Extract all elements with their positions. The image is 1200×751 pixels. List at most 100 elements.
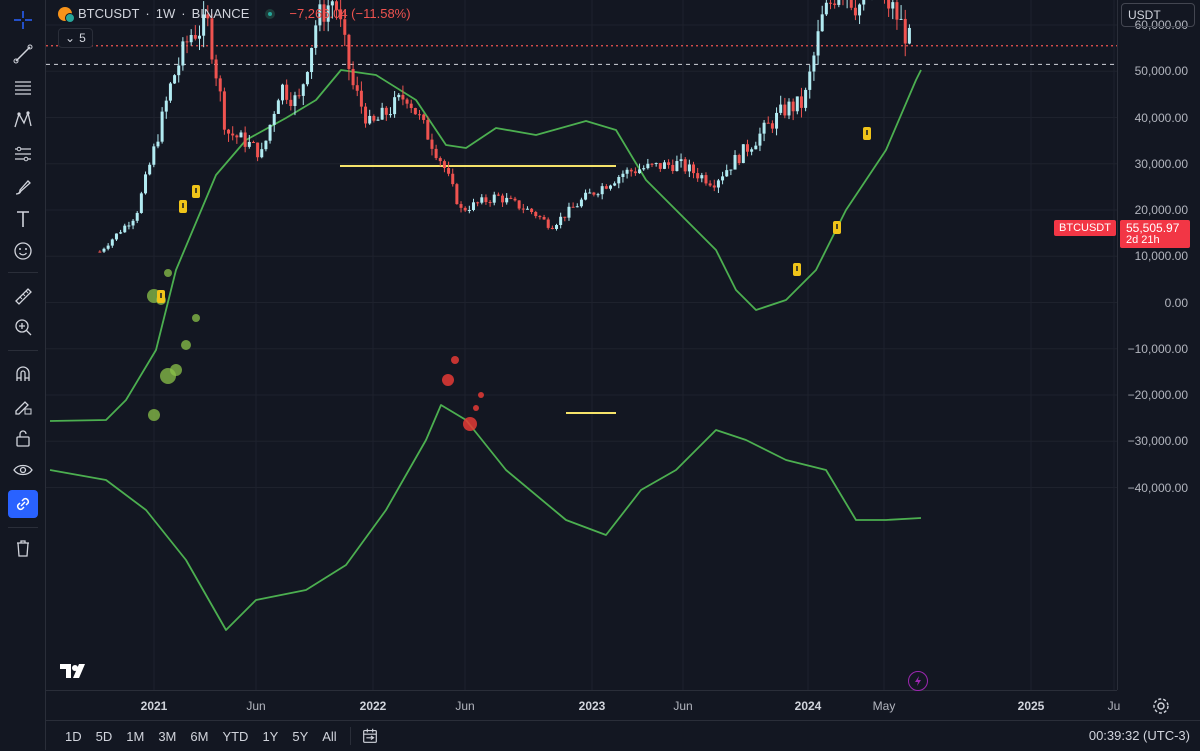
measure-tools-icon[interactable] <box>8 140 38 168</box>
trash-icon[interactable] <box>8 534 38 562</box>
candle-up <box>758 133 762 146</box>
candle-up <box>721 176 725 181</box>
gear-icon[interactable] <box>1151 696 1171 716</box>
symbol-name[interactable]: BTCUSDT <box>78 6 140 21</box>
range-button-1m[interactable]: 1M <box>126 728 145 744</box>
candle-up <box>471 202 475 211</box>
candle-up <box>754 145 758 150</box>
candle-down <box>550 227 554 229</box>
symbol-legend[interactable]: BTCUSDT · 1W · BINANCE −7,266.04 (−11.58… <box>58 6 411 23</box>
time-axis[interactable]: 2021 Jun 2022 Jun 2023 Jun 2024 May 2025 Ju <box>46 690 1120 721</box>
candle-up <box>388 114 392 116</box>
clock[interactable]: 00:39:32 (UTC-3) <box>1088 728 1190 743</box>
candle-down <box>231 133 235 136</box>
candle-up <box>260 149 264 158</box>
candle-down <box>459 204 463 208</box>
candle-down <box>833 3 837 5</box>
text-icon[interactable] <box>8 205 38 233</box>
pattern-icon[interactable] <box>8 106 38 134</box>
candle-down <box>571 206 575 208</box>
candle-up <box>725 170 729 177</box>
bitcoin-icon <box>58 6 75 23</box>
last-price-value: 55,505.97 <box>1126 221 1180 235</box>
lock-icon[interactable] <box>8 424 38 452</box>
eye-icon[interactable] <box>8 456 38 484</box>
candle-down <box>791 101 795 112</box>
market-status-icon[interactable] <box>265 8 276 19</box>
candle-down <box>667 162 671 165</box>
candlestick-chart[interactable] <box>46 0 1117 690</box>
candle-up <box>293 95 297 107</box>
flash-icon[interactable] <box>908 671 928 691</box>
crosshair-icon[interactable] <box>8 6 38 34</box>
candle-up <box>160 111 164 142</box>
candle-down <box>633 171 637 174</box>
signal-bubble-green <box>181 340 191 350</box>
candle-up <box>862 0 866 5</box>
candle-up <box>899 18 903 20</box>
candle-up <box>168 83 172 101</box>
candle-up <box>135 212 139 221</box>
candle-up <box>281 84 285 101</box>
range-button-all[interactable]: All <box>322 728 337 744</box>
candle-down <box>708 183 712 186</box>
candle-down <box>829 2 833 4</box>
candle-up <box>181 41 185 66</box>
time-label: Jun <box>246 699 266 713</box>
candle-up <box>173 75 177 84</box>
range-button-6m[interactable]: 6M <box>190 728 209 744</box>
candle-down <box>222 91 226 130</box>
candle-up <box>662 162 666 169</box>
signal-bubble-red <box>451 356 459 364</box>
magnet-icon[interactable] <box>8 360 38 388</box>
candle-down <box>297 95 301 97</box>
candle-up <box>505 197 509 203</box>
candle-down <box>563 216 567 218</box>
range-button-5d[interactable]: 5D <box>95 728 113 744</box>
time-label: Jun <box>455 699 475 713</box>
range-button-1y[interactable]: 1Y <box>262 728 279 744</box>
time-label: 2025 <box>1017 699 1045 713</box>
lock-drawing-icon[interactable] <box>8 392 38 420</box>
price-axis[interactable]: 90,000.0080,000.0070,000.0060,000.0050,0… <box>1117 0 1200 690</box>
tradingview-logo[interactable] <box>60 662 90 680</box>
candle-down <box>430 139 434 149</box>
candle-down <box>496 194 500 196</box>
range-button-ytd[interactable]: YTD <box>222 728 249 744</box>
range-button-3m[interactable]: 3M <box>158 728 177 744</box>
candle-up <box>393 97 397 115</box>
emoji-icon[interactable] <box>8 237 38 265</box>
link-icon[interactable] <box>8 490 38 518</box>
candle-down <box>538 216 542 218</box>
candle-down <box>185 41 189 43</box>
signal-bubble-red <box>463 417 477 431</box>
candle-up <box>330 1 334 6</box>
currency-select[interactable]: USDT <box>1121 3 1195 27</box>
chart-pane[interactable] <box>46 0 1117 690</box>
range-button-1d[interactable]: 1D <box>65 728 82 744</box>
indicator-count: 5 <box>79 31 86 45</box>
legend-separator: · <box>145 6 150 21</box>
candle-down <box>604 186 608 189</box>
candle-down <box>438 158 442 162</box>
range-button-5y[interactable]: 5Y <box>292 728 309 744</box>
date-range-icon[interactable] <box>361 727 379 745</box>
zoom-in-icon[interactable] <box>8 313 38 341</box>
trend-line-icon[interactable] <box>8 40 38 68</box>
bottom-toolbar: 1D 5D 1M 3M 6M YTD 1Y 5Y All 00:39:32 (UTC-3) <box>46 720 1200 751</box>
time-label: Ju <box>1107 699 1121 713</box>
candle-down <box>210 18 214 60</box>
candle-up <box>729 169 733 171</box>
candle-down <box>521 208 525 210</box>
price-label: −10,000.00 <box>1127 341 1188 356</box>
indicators-toggle[interactable]: ⌄ 5 <box>58 28 93 48</box>
brush-icon[interactable] <box>8 173 38 201</box>
signal-bubble-red <box>473 405 479 411</box>
candle-down <box>712 185 716 188</box>
candle-up <box>567 206 571 218</box>
candle-up <box>202 14 206 36</box>
fib-retracement-icon[interactable] <box>8 74 38 102</box>
ruler-icon[interactable] <box>8 282 38 310</box>
candle-up <box>579 199 583 207</box>
candle-down <box>426 119 430 140</box>
